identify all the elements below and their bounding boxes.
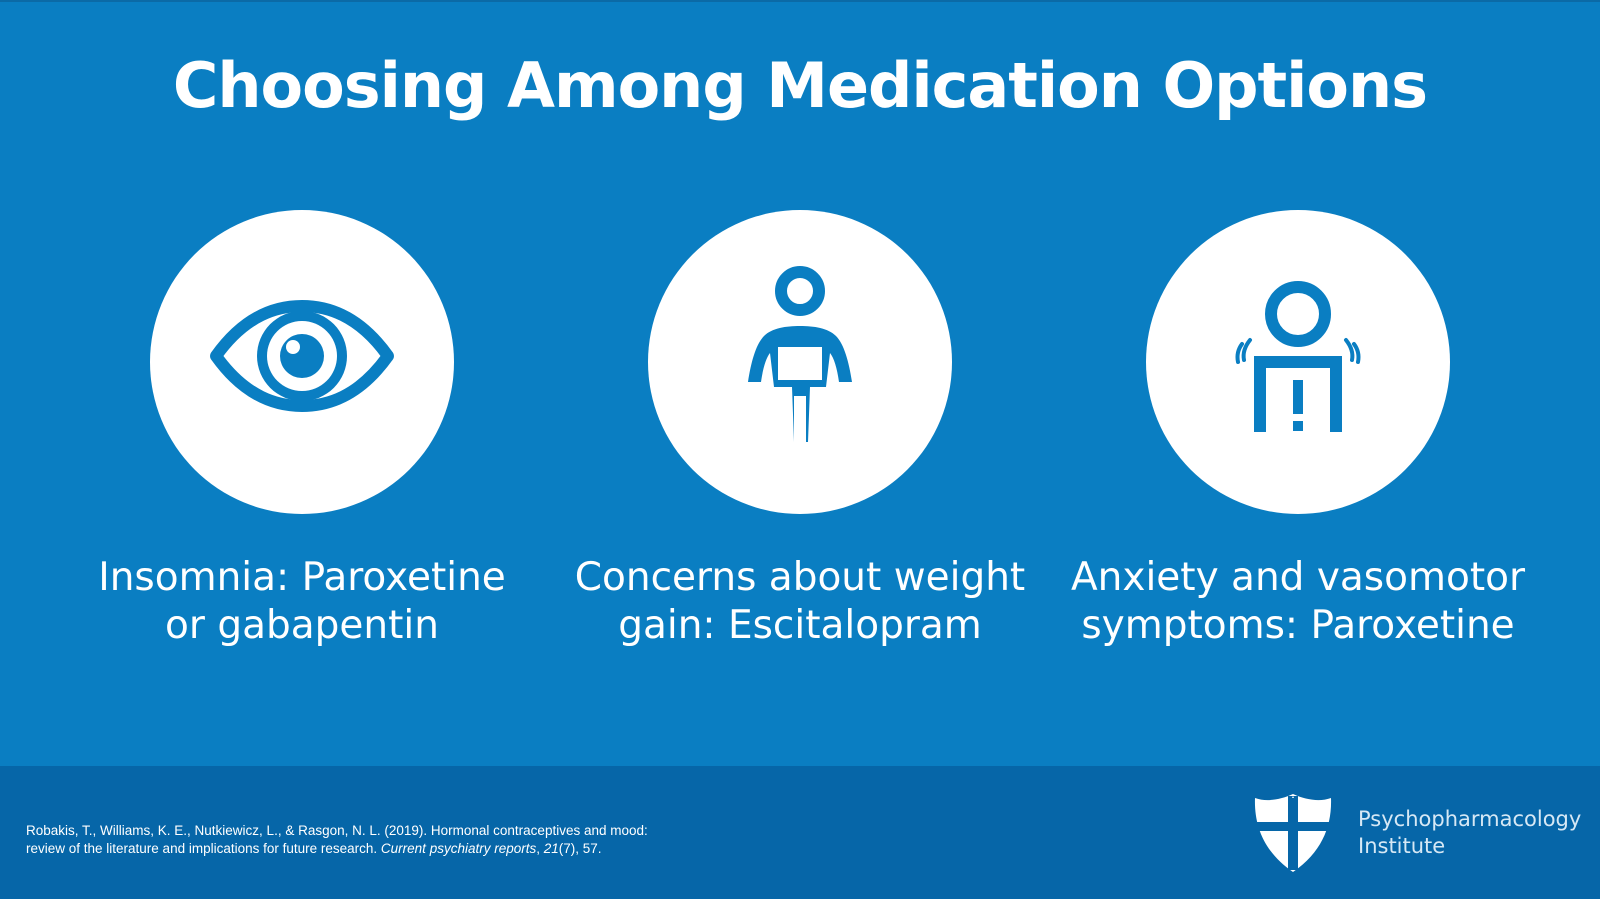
shield-logo-icon — [1254, 794, 1332, 872]
person-weight-icon — [748, 266, 852, 442]
logo-text-line1: Psychopharmacology — [1358, 807, 1582, 831]
caption-line: or gabapentin — [165, 603, 439, 648]
anxiety-icon-circle — [1146, 210, 1450, 514]
citation-text: review of the literature and implication… — [26, 841, 381, 856]
caption-line: symptoms: Paroxetine — [1081, 603, 1515, 648]
footer-bar: Robakis, T., Williams, K. E., Nutkiewicz… — [0, 766, 1600, 899]
citation: Robakis, T., Williams, K. E., Nutkiewicz… — [26, 822, 786, 858]
caption-line: Concerns about weight — [574, 555, 1026, 600]
caption-line: Anxiety and vasomotor — [1070, 555, 1526, 600]
citation-line-1: Robakis, T., Williams, K. E., Nutkiewicz… — [26, 823, 648, 838]
slide-title: Choosing Among Medication Options — [172, 49, 1428, 122]
weight-caption: Concerns about weight gain: Escitalopram — [570, 554, 1030, 650]
caption-line: gain: Escitalopram — [618, 603, 982, 648]
insomnia-icon-circle — [150, 210, 454, 514]
citation-sep: , — [536, 841, 544, 856]
anxiety-caption: Anxiety and vasomotor symptoms: Paroxeti… — [1068, 554, 1528, 650]
caption-line: Insomnia: Paroxetine — [98, 555, 506, 600]
eye-icon — [210, 300, 394, 412]
citation-volume: 21 — [543, 841, 559, 856]
citation-journal: Current psychiatry reports — [380, 841, 537, 856]
person-anxiety-icon — [1235, 281, 1361, 432]
logo-text-line2: Institute — [1358, 834, 1446, 858]
citation-issue-pages: (7), 57. — [558, 841, 602, 856]
logo-text: Psychopharmacology Institute — [1358, 806, 1581, 860]
top-edge-line — [0, 0, 1600, 2]
weight-icon-circle — [648, 210, 952, 514]
insomnia-caption: Insomnia: Paroxetine or gabapentin — [72, 554, 532, 650]
citation-line-2: review of the literature and implication… — [26, 840, 786, 858]
